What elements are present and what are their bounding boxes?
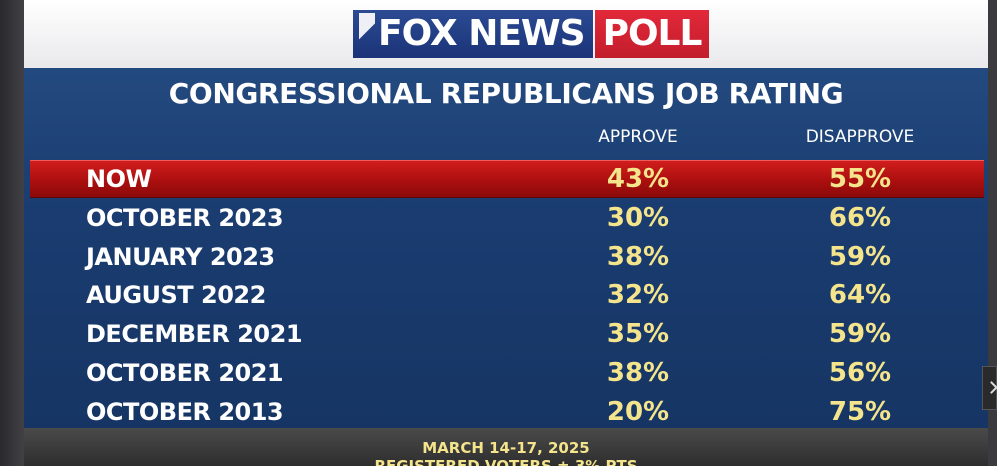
searchlight-icon bbox=[359, 13, 375, 55]
disapprove-value: 55% bbox=[828, 164, 892, 194]
approve-value: 43% bbox=[606, 164, 670, 194]
disapprove-value: 59% bbox=[828, 241, 892, 272]
table-row: OCTOBER 2021 38% 56% bbox=[24, 354, 988, 392]
logo-brand-text: FOX NEWS bbox=[378, 13, 586, 54]
fox-news-logo: FOX NEWS bbox=[353, 10, 593, 58]
chart-title: CONGRESSIONAL REPUBLICANS JOB RATING bbox=[168, 77, 844, 110]
approve-value: 38% bbox=[606, 241, 670, 272]
row-label: AUGUST 2022 bbox=[86, 281, 266, 310]
footer-bar: MARCH 14-17, 2025 REGISTERED VOTERS ± 3%… bbox=[24, 428, 988, 466]
column-header-approve: APPROVE bbox=[598, 127, 678, 147]
poll-logo: POLL bbox=[594, 10, 710, 58]
row-label: OCTOBER 2021 bbox=[86, 359, 284, 387]
table-row: AUGUST 2022 32% 64% bbox=[24, 276, 988, 314]
poll-dates: MARCH 14-17, 2025 bbox=[422, 439, 590, 457]
table-row-highlighted: NOW 43% 55% bbox=[30, 160, 984, 198]
scroll-button[interactable] bbox=[982, 366, 997, 410]
row-label: DECEMBER 2021 bbox=[86, 320, 303, 349]
approve-value: 38% bbox=[606, 358, 670, 388]
table-row: OCTOBER 2023 30% 66% bbox=[24, 199, 988, 237]
disapprove-value: 64% bbox=[828, 280, 892, 311]
chevron-left-icon bbox=[985, 381, 997, 394]
fox-news-poll-logo: FOX NEWS POLL bbox=[353, 10, 710, 58]
poll-panel: CONGRESSIONAL REPUBLICANS JOB RATING APP… bbox=[24, 68, 988, 428]
logo-suffix-text: POLL bbox=[602, 13, 703, 54]
video-frame-right bbox=[988, 0, 997, 466]
video-frame-left bbox=[0, 0, 24, 466]
approve-value: 30% bbox=[606, 202, 670, 233]
column-header-disapprove: DISAPPROVE bbox=[805, 127, 915, 147]
row-label: JANUARY 2023 bbox=[86, 242, 275, 271]
disapprove-value: 59% bbox=[828, 319, 892, 350]
approve-value: 32% bbox=[606, 280, 670, 311]
approve-value: 20% bbox=[606, 396, 670, 427]
row-label: OCTOBER 2023 bbox=[86, 203, 284, 232]
disapprove-value: 66% bbox=[828, 202, 892, 233]
row-label: OCTOBER 2013 bbox=[86, 397, 284, 426]
poll-sample: REGISTERED VOTERS ± 3% PTS bbox=[374, 457, 638, 466]
disapprove-value: 56% bbox=[828, 358, 892, 388]
table-row: JANUARY 2023 38% 59% bbox=[24, 238, 988, 276]
approve-value: 35% bbox=[606, 319, 670, 350]
table-row: OCTOBER 2013 20% 75% bbox=[24, 393, 988, 431]
header: FOX NEWS POLL bbox=[24, 0, 988, 68]
table-row: DECEMBER 2021 35% 59% bbox=[24, 315, 988, 353]
row-label: NOW bbox=[86, 165, 152, 193]
disapprove-value: 75% bbox=[828, 396, 892, 427]
